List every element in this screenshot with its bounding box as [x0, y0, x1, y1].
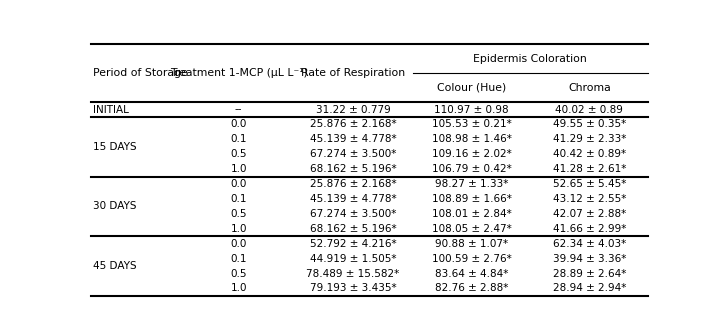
Text: 108.01 ± 2.84*: 108.01 ± 2.84* [432, 209, 511, 219]
Text: 1.0: 1.0 [230, 284, 247, 293]
Text: 109.16 ± 2.02*: 109.16 ± 2.02* [432, 149, 511, 159]
Text: 82.76 ± 2.88*: 82.76 ± 2.88* [435, 284, 508, 293]
Text: 108.98 ± 1.46*: 108.98 ± 1.46* [432, 134, 512, 144]
Text: Period of Storage: Period of Storage [94, 68, 188, 78]
Text: 67.274 ± 3.500*: 67.274 ± 3.500* [310, 209, 396, 219]
Text: 79.193 ± 3.435*: 79.193 ± 3.435* [310, 284, 397, 293]
Text: Rate of Respiration: Rate of Respiration [301, 68, 405, 78]
Text: 0.0: 0.0 [230, 120, 247, 129]
Text: 105.53 ± 0.21*: 105.53 ± 0.21* [432, 120, 511, 129]
Text: 45.139 ± 4.778*: 45.139 ± 4.778* [310, 134, 397, 144]
Text: 15 DAYS: 15 DAYS [94, 142, 137, 152]
Text: 68.162 ± 5.196*: 68.162 ± 5.196* [310, 164, 397, 174]
Text: 52.65 ± 5.45*: 52.65 ± 5.45* [553, 179, 626, 189]
Text: 0.1: 0.1 [230, 254, 247, 264]
Text: --: -- [235, 104, 243, 115]
Text: 100.59 ± 2.76*: 100.59 ± 2.76* [432, 254, 511, 264]
Text: 45 DAYS: 45 DAYS [94, 261, 137, 271]
Text: 42.07 ± 2.88*: 42.07 ± 2.88* [553, 209, 626, 219]
Text: Colour (Hue): Colour (Hue) [437, 83, 506, 93]
Text: 106.79 ± 0.42*: 106.79 ± 0.42* [432, 164, 511, 174]
Text: 0.0: 0.0 [230, 239, 247, 249]
Text: 0.5: 0.5 [230, 149, 247, 159]
Text: 68.162 ± 5.196*: 68.162 ± 5.196* [310, 224, 397, 234]
Text: 98.27 ± 1.33*: 98.27 ± 1.33* [435, 179, 508, 189]
Text: 0.5: 0.5 [230, 268, 247, 279]
Text: 40.42 ± 0.89*: 40.42 ± 0.89* [553, 149, 626, 159]
Text: 52.792 ± 4.216*: 52.792 ± 4.216* [310, 239, 397, 249]
Text: INITIAL: INITIAL [94, 104, 129, 115]
Text: 83.64 ± 4.84*: 83.64 ± 4.84* [435, 268, 508, 279]
Text: 0.1: 0.1 [230, 194, 247, 204]
Text: 108.89 ± 1.66*: 108.89 ± 1.66* [432, 194, 512, 204]
Text: 30 DAYS: 30 DAYS [94, 202, 137, 211]
Text: 90.88 ± 1.07*: 90.88 ± 1.07* [435, 239, 508, 249]
Text: 108.05 ± 2.47*: 108.05 ± 2.47* [432, 224, 511, 234]
Text: 49.55 ± 0.35*: 49.55 ± 0.35* [553, 120, 626, 129]
Text: 41.29 ± 2.33*: 41.29 ± 2.33* [553, 134, 626, 144]
Text: 1.0: 1.0 [230, 164, 247, 174]
Text: 41.28 ± 2.61*: 41.28 ± 2.61* [553, 164, 626, 174]
Text: 43.12 ± 2.55*: 43.12 ± 2.55* [553, 194, 626, 204]
Text: 62.34 ± 4.03*: 62.34 ± 4.03* [553, 239, 626, 249]
Text: 78.489 ± 15.582*: 78.489 ± 15.582* [307, 268, 400, 279]
Text: 28.89 ± 2.64*: 28.89 ± 2.64* [553, 268, 626, 279]
Text: 40.02 ± 0.89: 40.02 ± 0.89 [555, 104, 624, 115]
Text: 39.94 ± 3.36*: 39.94 ± 3.36* [553, 254, 626, 264]
Text: 1.0: 1.0 [230, 224, 247, 234]
Text: 0.0: 0.0 [230, 179, 247, 189]
Text: 41.66 ± 2.99*: 41.66 ± 2.99* [553, 224, 626, 234]
Text: 44.919 ± 1.505*: 44.919 ± 1.505* [310, 254, 396, 264]
Text: 45.139 ± 4.778*: 45.139 ± 4.778* [310, 194, 397, 204]
Text: Chroma: Chroma [568, 83, 611, 93]
Text: 110.97 ± 0.98: 110.97 ± 0.98 [434, 104, 509, 115]
Text: 31.22 ± 0.779: 31.22 ± 0.779 [316, 104, 390, 115]
Text: 0.1: 0.1 [230, 134, 247, 144]
Text: 0.5: 0.5 [230, 209, 247, 219]
Text: 67.274 ± 3.500*: 67.274 ± 3.500* [310, 149, 396, 159]
Text: 28.94 ± 2.94*: 28.94 ± 2.94* [553, 284, 626, 293]
Text: 25.876 ± 2.168*: 25.876 ± 2.168* [310, 120, 397, 129]
Text: Epidermis Coloration: Epidermis Coloration [473, 54, 587, 64]
Text: Treatment 1-MCP (μL L⁻¹): Treatment 1-MCP (μL L⁻¹) [170, 68, 307, 78]
Text: 25.876 ± 2.168*: 25.876 ± 2.168* [310, 179, 397, 189]
